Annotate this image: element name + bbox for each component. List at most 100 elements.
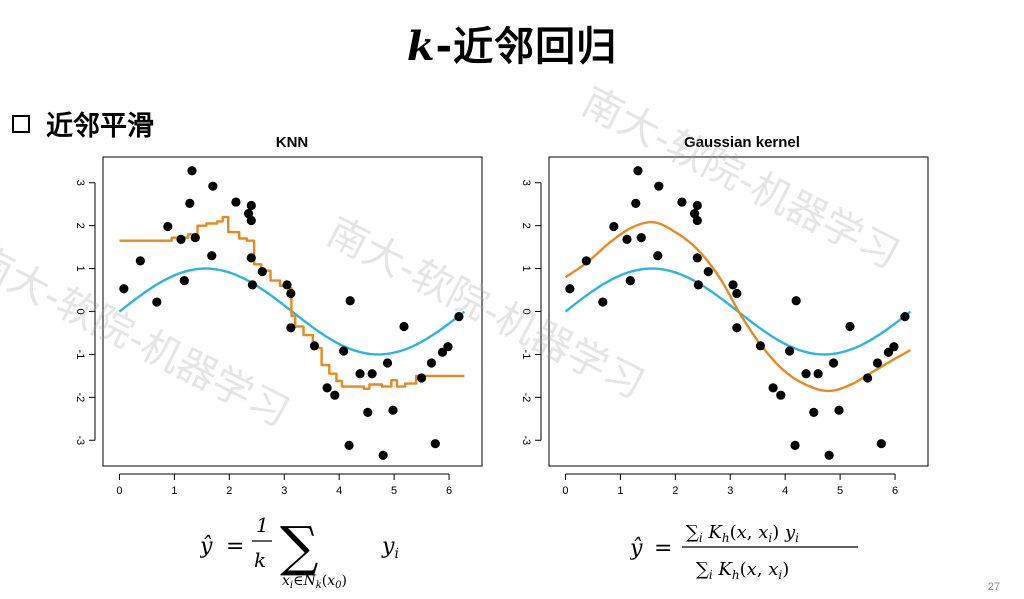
svg-text:=: = (654, 536, 672, 561)
panel2-data-point (824, 450, 834, 460)
panel2-data-point (889, 342, 899, 352)
panel1-data-point (246, 215, 256, 226)
panel2-series-fit-line (564, 220, 911, 393)
panel2-y-tick-label: 0 (520, 308, 532, 314)
panel1-series-fit-line (119, 215, 465, 390)
panel2-data-point (876, 439, 886, 449)
panel1-y-tick-label: -2 (74, 392, 86, 402)
panel1-data-point (382, 358, 393, 368)
panel1-data-point (388, 405, 398, 415)
panel2-data-point (692, 200, 702, 211)
panel1-y-tick-label: 3 (74, 180, 86, 186)
panel1-data-point (257, 266, 267, 277)
panel2-data-point (828, 358, 839, 368)
panel2-data-point (862, 373, 873, 383)
panel1-x-tick-label: 0 (116, 485, 122, 497)
svg-text:k: k (254, 548, 266, 572)
panel1-x-tick-label: 3 (281, 485, 287, 497)
panel2-data-point (776, 390, 786, 400)
title-text: -近邻回归 (435, 24, 618, 70)
panel1-data-point (430, 439, 440, 449)
panel2-y-tick-label: -3 (520, 435, 532, 445)
panel1-data-point (309, 341, 320, 351)
panel2-data-point (732, 323, 742, 333)
panel1-data-point (330, 390, 340, 400)
panel2-data-point (801, 369, 811, 379)
panel1-data-point (119, 284, 129, 294)
panel2-data-point (728, 280, 738, 290)
panel1-x-tick-label: 6 (446, 485, 452, 497)
panel2-data-point (784, 346, 795, 356)
panel1-data-point (378, 450, 388, 460)
panel1-data-point (344, 440, 354, 450)
panel2-plot-frame (548, 156, 929, 467)
panel2-y-tick-label: 1 (520, 266, 532, 272)
panel2-data-point (768, 383, 778, 393)
panel2-y-tick-label: 3 (520, 180, 532, 186)
panel1-data-point (163, 221, 173, 232)
panel2-data-point (703, 266, 713, 277)
panel2-y-tick-label: 2 (520, 223, 532, 229)
panel2-data-point (633, 166, 643, 176)
panel2-x-tick-label: 2 (672, 485, 678, 497)
panel1-x-tick-label: 2 (226, 485, 232, 497)
panel1-plot-frame (102, 156, 483, 467)
panel2-x-tick-label: 4 (782, 485, 788, 497)
svg-text:yi: yi (381, 534, 399, 562)
panel1-data-point (367, 369, 377, 379)
panel2-data-point (790, 440, 800, 450)
panel1-title: KNN (276, 134, 309, 151)
panel2-x-tick-label: 3 (727, 485, 733, 497)
panel2-data-point (845, 321, 855, 332)
page-number: 27 (987, 581, 1000, 593)
section-heading-text: 近邻平滑 (46, 111, 154, 142)
panel2-data-point (692, 253, 702, 263)
panel2-x-tick-label: 1 (617, 485, 623, 497)
panel1-y-tick-label: 2 (74, 223, 86, 229)
panel1-x-tick-label: 4 (336, 485, 342, 497)
section-heading: 近邻平滑 (12, 104, 154, 143)
panel2-data-point (813, 369, 823, 379)
panel1-data-point (345, 296, 355, 306)
svg-text:ŷ: ŷ (200, 534, 213, 559)
panel2-data-point (598, 297, 608, 307)
panel1-data-point (286, 288, 296, 299)
panel2-data-point (653, 251, 663, 261)
panel2-data-point (609, 221, 619, 232)
slide-title: k-近邻回归 (0, 14, 1024, 72)
svg-text:∑: ∑ (280, 515, 319, 578)
panel1-y-tick-label: -1 (74, 350, 86, 360)
panel1-data-point (246, 200, 256, 211)
panel2-data-point (631, 198, 641, 208)
panel1-data-point (338, 346, 349, 356)
panel2-x-tick-label: 0 (562, 485, 568, 497)
panel2-data-point (809, 407, 819, 417)
title-k-variable: k (406, 23, 436, 70)
panel1-data-point (399, 321, 409, 332)
panel2-data-point (692, 215, 702, 226)
panel2-data-point (791, 296, 801, 306)
panel1-data-point (322, 383, 332, 393)
panel1-x-tick-label: 5 (391, 485, 397, 497)
panel1-data-point (416, 373, 427, 383)
panel2-data-point (622, 234, 632, 244)
panel1-y-tick-label: 0 (74, 308, 86, 314)
panel2-data-point (565, 284, 575, 294)
panel1-data-point (282, 280, 292, 290)
panel2-data-point (654, 181, 664, 191)
panel1-y-tick-label: 1 (74, 266, 86, 272)
panel1-data-point (187, 166, 197, 176)
panel1-data-point (363, 407, 373, 417)
panel1-data-point (247, 280, 258, 290)
svg-text:∑i Kh(x, xi) yi: ∑i Kh(x, xi) yi (686, 522, 799, 545)
panel1-data-point (426, 358, 437, 368)
panel2-data-point (834, 405, 844, 415)
panel1-data-point (231, 197, 241, 207)
panel1-data-point (179, 276, 189, 286)
checkbox-bullet-icon (12, 114, 30, 133)
panel2-data-point (755, 341, 766, 351)
panel2-data-point (872, 358, 883, 368)
panel2-y-tick-label: -2 (520, 392, 532, 402)
panel2-x-tick-label: 5 (837, 485, 843, 497)
panel1-data-point (190, 233, 200, 243)
